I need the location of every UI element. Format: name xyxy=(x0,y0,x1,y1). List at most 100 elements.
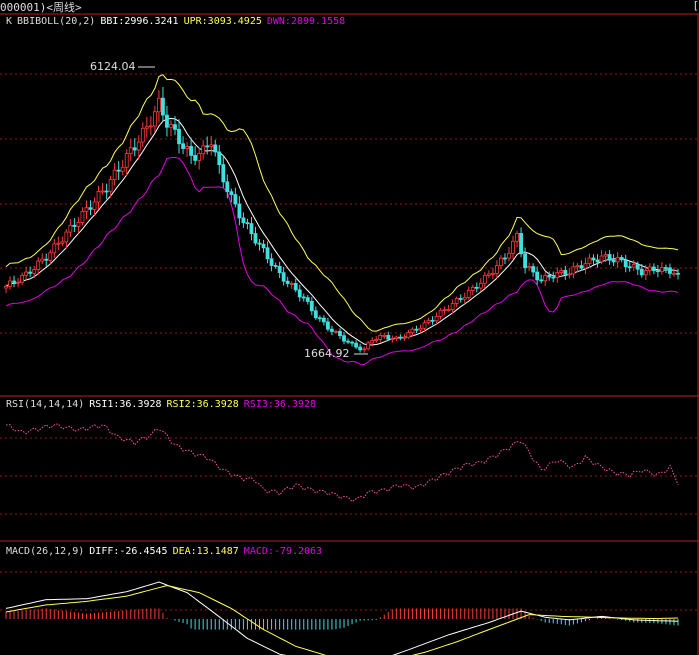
candle-body xyxy=(442,309,447,312)
candle-body xyxy=(450,302,455,310)
legend-rsi-name: RSI(14,14,14) xyxy=(6,399,85,410)
candle-body xyxy=(201,145,206,155)
candle-body xyxy=(454,298,459,304)
candle-body xyxy=(16,281,20,284)
legend-k: K xyxy=(6,16,13,27)
legend-bbi: BBI:2996.3241 xyxy=(100,16,179,27)
candle-body xyxy=(627,266,632,269)
candle-body xyxy=(603,254,608,257)
candle-body xyxy=(277,265,282,274)
legend-upr: UPR:3093.4925 xyxy=(183,16,262,27)
candle-body xyxy=(507,252,511,259)
candle-body xyxy=(647,266,652,271)
candle-body xyxy=(68,224,73,233)
candle-body xyxy=(555,272,560,279)
candle-body xyxy=(539,279,544,282)
candle-body xyxy=(165,114,169,128)
candle-body xyxy=(660,267,664,272)
candle-body xyxy=(317,317,322,320)
candle-body xyxy=(253,233,258,244)
candle-body xyxy=(249,223,254,234)
legend-indicator: BBIBOLL(20,2) xyxy=(17,16,96,27)
candle-body xyxy=(20,274,24,283)
lower-band-line xyxy=(5,156,679,366)
candle-body xyxy=(655,270,660,273)
candle-body xyxy=(225,181,230,193)
rsi-line xyxy=(5,423,679,503)
candle-body xyxy=(358,346,363,351)
candle-body xyxy=(591,257,596,261)
candle-body xyxy=(245,222,250,225)
candle-body xyxy=(8,280,12,287)
candle-body xyxy=(511,240,515,254)
candle-body xyxy=(643,270,648,276)
candle-body xyxy=(611,259,616,263)
candle-body xyxy=(482,274,487,284)
candle-body xyxy=(185,146,189,149)
legend-dwn: DWN:2899.1558 xyxy=(266,16,346,27)
candle-body xyxy=(587,257,592,265)
candle-body xyxy=(607,254,612,261)
candle-body xyxy=(664,267,668,269)
candle-body xyxy=(40,258,45,262)
candle-body xyxy=(668,267,672,274)
candle-body xyxy=(426,319,431,324)
candle-body xyxy=(92,201,97,210)
candle-body xyxy=(265,247,270,260)
candle-body xyxy=(169,124,173,128)
upper-band-line xyxy=(5,74,679,332)
candle-body xyxy=(44,258,49,261)
legend-rsi1: RSI1:36.3928 xyxy=(89,399,162,410)
candle-body xyxy=(535,271,540,281)
bbi-line xyxy=(5,117,679,346)
candle-body xyxy=(354,342,358,348)
candle-body xyxy=(52,243,57,254)
candle-body xyxy=(422,322,427,329)
candle-body xyxy=(60,241,65,244)
candle-body xyxy=(28,271,33,274)
candle-body xyxy=(338,330,342,337)
candle-body xyxy=(84,207,89,212)
candle-body xyxy=(438,309,443,317)
candle-body xyxy=(635,264,640,270)
candle-body xyxy=(56,242,61,245)
candle-body xyxy=(402,336,407,339)
candle-body xyxy=(80,211,85,223)
candle-body xyxy=(495,265,499,274)
candle-body xyxy=(326,321,330,330)
candlestick-series xyxy=(4,66,680,355)
legend-dea: DEA:13.1487 xyxy=(172,546,239,557)
candle-body xyxy=(289,283,294,285)
candle-body xyxy=(193,155,198,161)
candle-body xyxy=(418,327,423,331)
legend-rsi3: RSI3:36.3928 xyxy=(243,399,317,410)
diff-line xyxy=(5,581,679,655)
candle-body xyxy=(571,266,576,275)
candle-body xyxy=(148,125,153,128)
candle-body xyxy=(639,268,644,276)
candle-body xyxy=(672,272,676,275)
candle-body xyxy=(446,309,451,311)
main-legend: K BBIBOLL(20,2) BBI:2996.3241 UPR:3093.4925… xyxy=(6,16,350,27)
candle-body xyxy=(241,217,246,224)
candle-body xyxy=(631,264,636,268)
candle-body xyxy=(527,266,532,269)
candle-body xyxy=(132,147,137,151)
candle-body xyxy=(366,342,371,350)
candle-body xyxy=(281,272,286,282)
candle-body xyxy=(503,257,507,260)
candle-body xyxy=(362,348,367,351)
candle-body xyxy=(430,319,435,322)
candle-body xyxy=(32,269,37,274)
candle-body xyxy=(120,166,125,172)
candle-body xyxy=(205,145,210,148)
candle-body xyxy=(104,190,109,193)
candle-body xyxy=(486,273,491,276)
candle-body xyxy=(157,97,161,113)
candle-body xyxy=(559,269,564,273)
candle-body xyxy=(619,257,624,261)
candle-body xyxy=(12,280,16,283)
candle-body xyxy=(140,127,145,143)
candle-body xyxy=(152,111,157,127)
